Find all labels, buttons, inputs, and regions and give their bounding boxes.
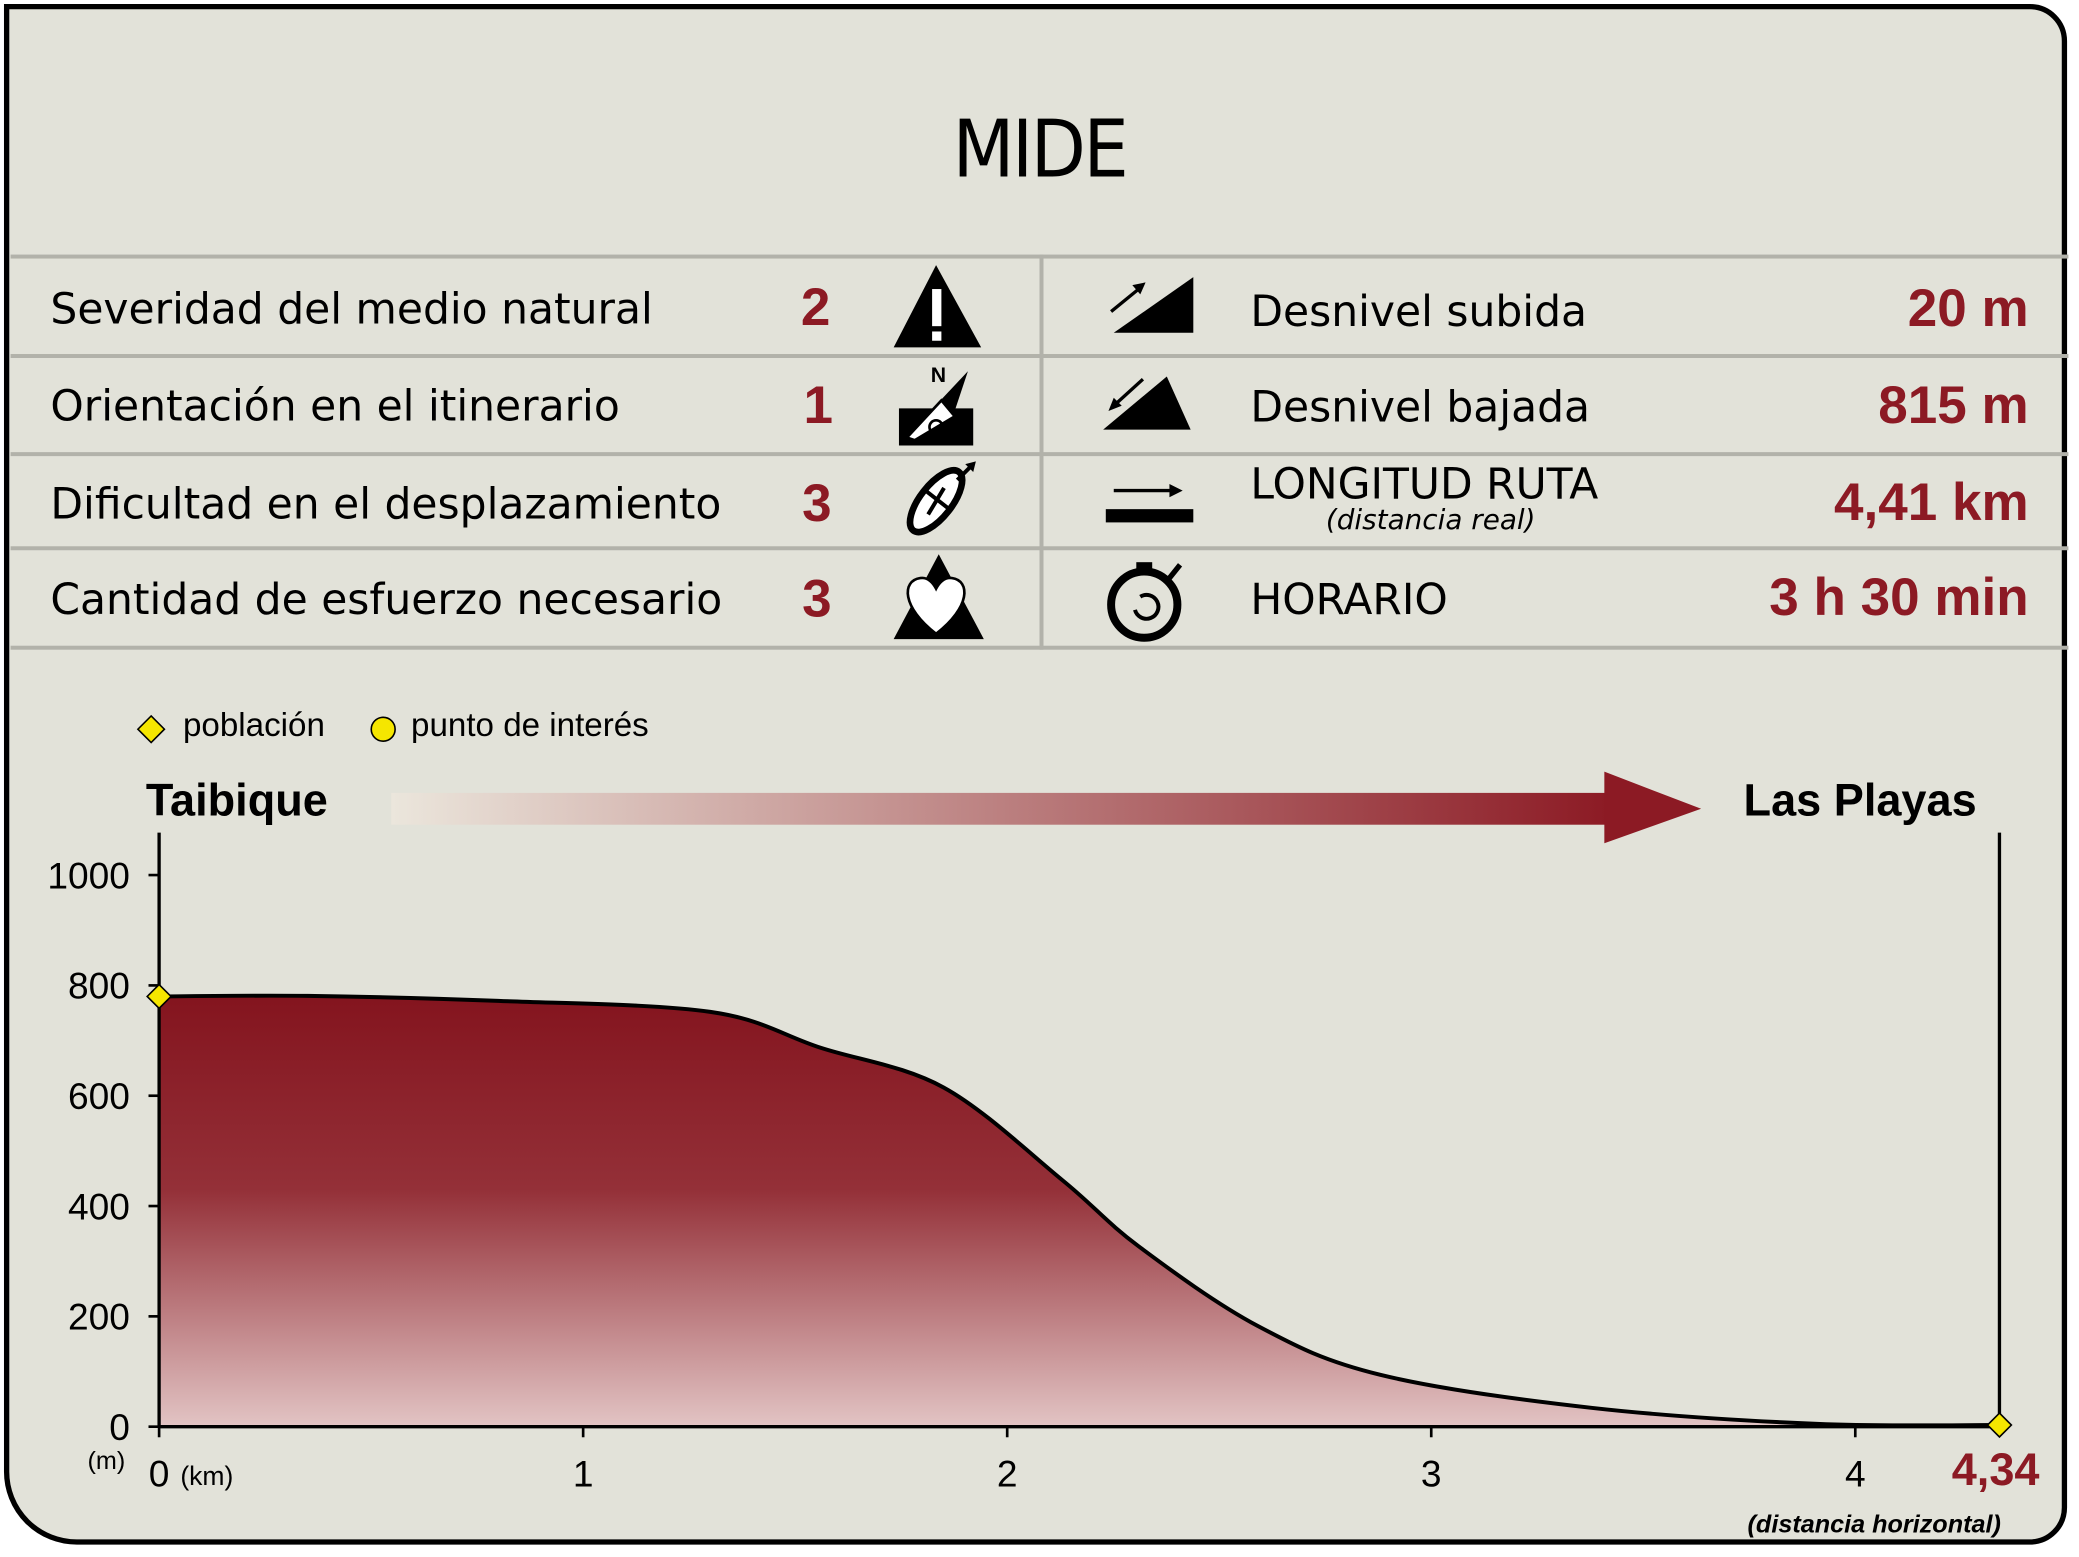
elevation-profile-chart: 0 200 400 600 800 1000 0 1 2 3 4 xyxy=(47,832,2013,1494)
page-title: MIDE xyxy=(952,103,1129,197)
y-unit: (m) xyxy=(87,1447,126,1476)
warning-mountain-icon xyxy=(893,265,982,348)
x-tick-label: 3 xyxy=(1421,1452,1442,1494)
mide-label: Dificultad en el desplazamiento xyxy=(50,478,722,530)
y-tick-label: 800 xyxy=(68,965,130,1007)
stat-value: 4,41 km xyxy=(1834,473,2029,532)
end-distance: 4,34 xyxy=(1951,1445,2040,1496)
stopwatch-icon xyxy=(1107,562,1183,642)
descent-icon xyxy=(1103,376,1191,430)
x-tick-label: 0 xyxy=(149,1452,170,1494)
poblacion-marker xyxy=(1986,1411,2013,1439)
footprint-icon xyxy=(906,461,976,536)
legend-poblacion: población xyxy=(182,706,325,744)
mide-label: Cantidad de esfuerzo necesario xyxy=(50,574,723,625)
punto-interes-marker-icon xyxy=(370,716,396,742)
stat-value: 815 m xyxy=(1878,376,2029,435)
elevation-line xyxy=(159,993,2000,1428)
mide-value: 1 xyxy=(803,376,833,435)
x-tick-label: 1 xyxy=(573,1452,594,1494)
stat-value: 3 h 30 min xyxy=(1769,568,2029,628)
x-tick-label: 2 xyxy=(997,1452,1018,1494)
stat-label: Desnivel subida xyxy=(1250,286,1588,337)
heart-mountain-icon xyxy=(893,554,984,640)
stat-label: HORARIO xyxy=(1250,574,1448,625)
svg-text:N: N xyxy=(931,364,946,387)
y-tick-label: 600 xyxy=(68,1075,130,1117)
y-tick-label: 200 xyxy=(68,1296,130,1338)
distance-arrow-icon xyxy=(1105,483,1194,523)
compass-orientation-icon: N xyxy=(898,364,974,446)
y-tick-label: 1000 xyxy=(47,854,130,896)
mide-value: 2 xyxy=(800,278,831,337)
mide-value: 3 xyxy=(802,570,832,629)
direction-arrow-icon xyxy=(391,771,1702,844)
stat-label: Desnivel bajada xyxy=(1250,381,1591,433)
poblacion-marker xyxy=(146,983,173,1010)
stat-label: LONGITUD RUTA xyxy=(1250,458,1599,510)
x-tick-label: 4 xyxy=(1845,1452,1866,1494)
y-tick-label: 0 xyxy=(109,1406,130,1448)
poblacion-marker-icon xyxy=(136,714,166,744)
legend-punto-interes: punto de interés xyxy=(411,706,649,744)
end-place: Las Playas xyxy=(1743,775,1977,827)
y-tick-label: 400 xyxy=(68,1185,130,1227)
elevation-area xyxy=(159,995,2000,1427)
stat-sublabel: (distancia real) xyxy=(1325,503,1536,536)
x-unit: (km) xyxy=(180,1462,234,1492)
x-note: (distancia horizontal) xyxy=(1747,1511,2001,1540)
stat-value: 20 m xyxy=(1907,279,2029,339)
mide-value: 3 xyxy=(802,474,832,534)
mide-label: Orientación en el itinerario xyxy=(50,380,620,431)
divider xyxy=(1039,254,1044,650)
start-place: Taibique xyxy=(145,775,328,827)
mide-label: Severidad del medio natural xyxy=(50,283,653,335)
ascent-icon xyxy=(1110,277,1194,333)
